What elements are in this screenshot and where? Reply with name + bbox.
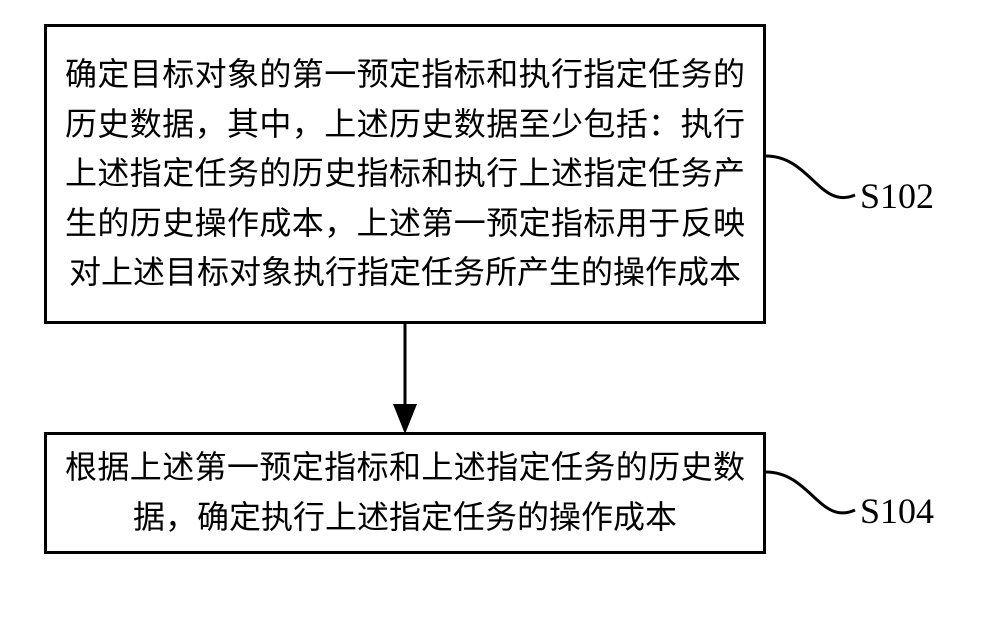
flowchart-canvas: 确定目标对象的第一预定指标和执行指定任务的历史数据，其中，上述历史数据至少包括：… <box>0 0 1000 629</box>
step-label-s102: S102 <box>860 175 934 217</box>
step-label-s104: S104 <box>860 490 934 532</box>
label-connector-s104 <box>0 0 1000 629</box>
